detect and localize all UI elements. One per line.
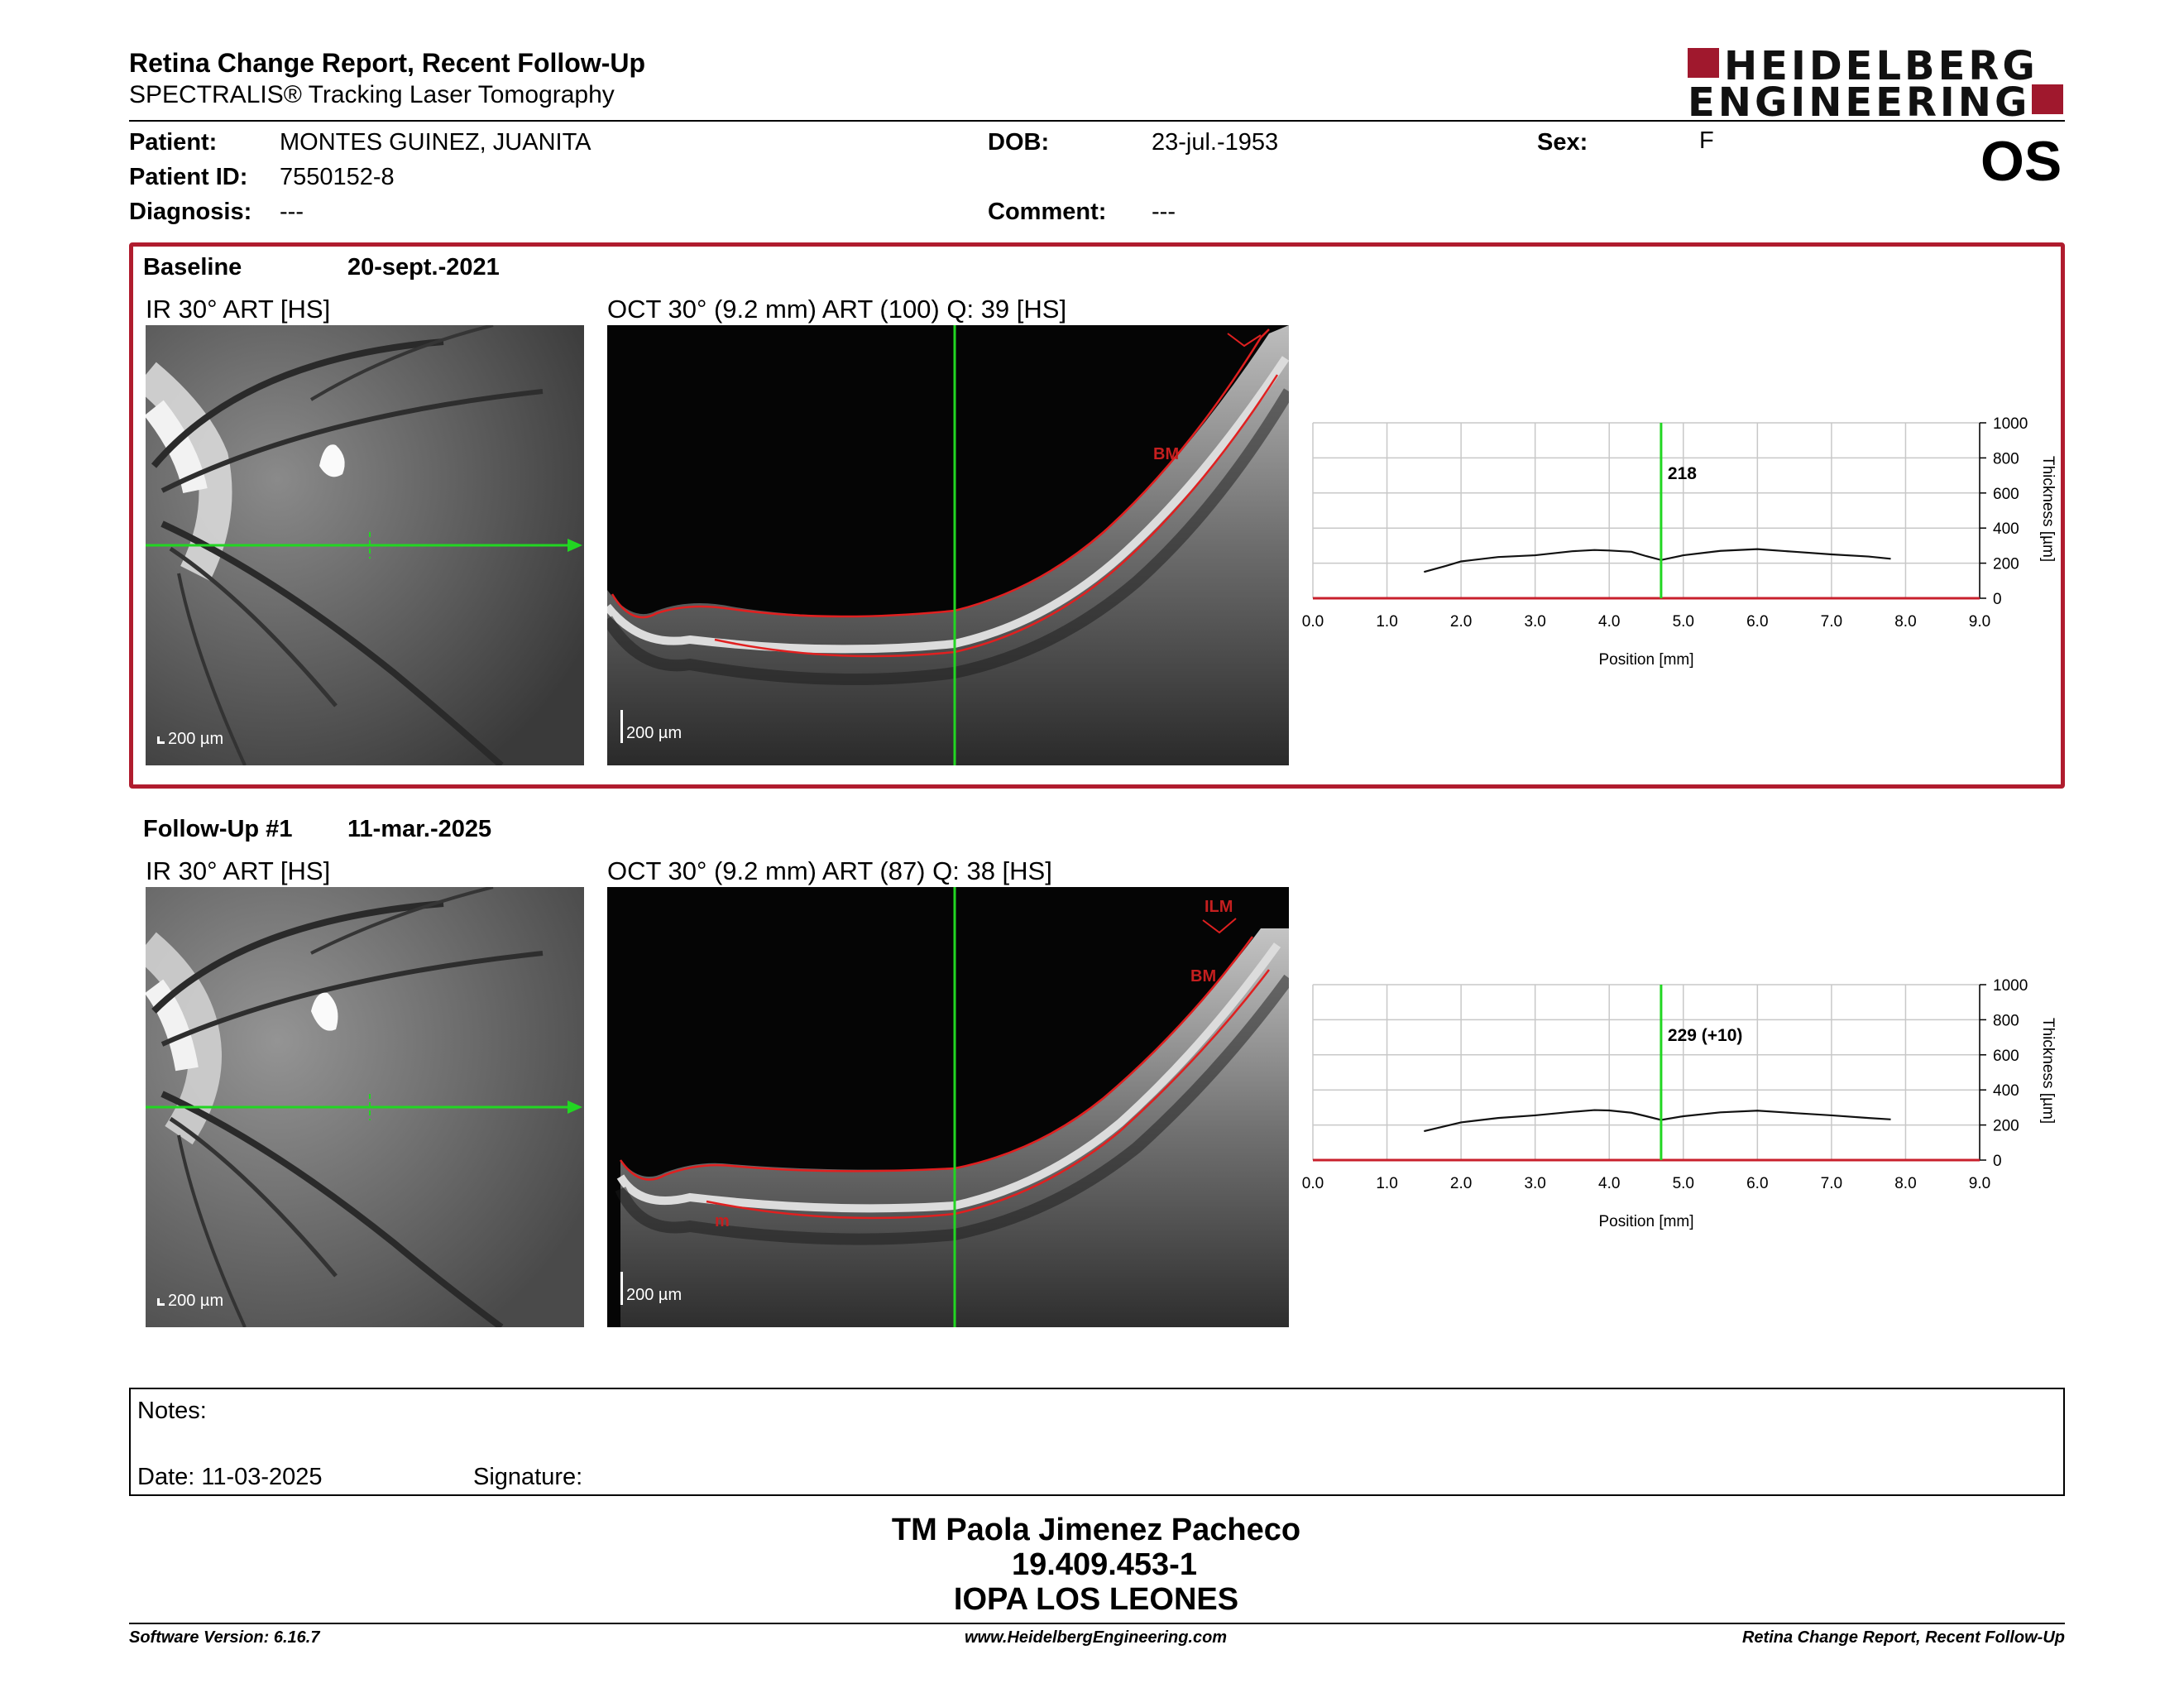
x-tick-label: 3.0 (1524, 613, 1545, 631)
logo-square-top (1688, 48, 1719, 78)
x-tick-label: 2.0 (1450, 613, 1472, 631)
x-tick-label: 7.0 (1821, 1175, 1842, 1192)
cursor-value-label: 229 (+10) (1668, 1026, 1742, 1045)
x-tick-label: 8.0 (1894, 1175, 1916, 1192)
thickness-line (1424, 548, 1891, 573)
followup-oct-scale: 200 µm (626, 1286, 682, 1304)
y-axis-label: Thickness [µm] (2039, 456, 2057, 562)
baseline-oct-scalebar: 200 µm (620, 710, 682, 743)
website-link[interactable]: www.HeidelbergEngineering.com (965, 1628, 1228, 1647)
comment-value: --- (1152, 199, 1176, 225)
baseline-bm-label: BM (1153, 445, 1179, 463)
x-tick-label: 9.0 (1969, 1175, 1990, 1192)
followup-oct-image[interactable]: ILM BM m (607, 887, 1289, 1327)
baseline-ir-scan-line (146, 532, 582, 559)
footer-rule (129, 1623, 2065, 1624)
software-version: Software Version: 6.16.7 (129, 1628, 320, 1647)
baseline-ir-scalebar: 200 µm (157, 730, 223, 749)
x-tick-label: 5.0 (1673, 613, 1694, 631)
x-tick-label: 2.0 (1450, 1175, 1472, 1192)
report-title: Retina Change Report, Recent Follow-Up (129, 48, 646, 78)
dob-value: 23-jul.-1953 (1152, 129, 1279, 156)
x-tick-label: 0.0 (1302, 613, 1324, 631)
x-tick-label: 8.0 (1894, 613, 1916, 631)
followup-ir-scale: 200 µm (168, 1292, 224, 1310)
y-tick-label: 400 (1993, 520, 2019, 538)
y-tick-label: 1000 (1993, 977, 2028, 995)
patient-id: 7550152-8 (280, 164, 395, 190)
baseline-oct-scale: 200 µm (626, 724, 682, 742)
signer-org: IOPA LOS LEONES (953, 1582, 1239, 1617)
patient-name: MONTES GUINEZ, JUANITA (280, 129, 592, 156)
followup-label: Follow-Up #1 (143, 816, 293, 842)
signer-rut: 19.409.453-1 (1012, 1547, 1197, 1582)
x-tick-label: 6.0 (1746, 613, 1768, 631)
diagnosis-label: Diagnosis: (129, 199, 252, 225)
x-tick-label: 3.0 (1524, 1175, 1545, 1192)
followup-thickness-chart: 0.0 1.0 2.0 3.0 4.0 5.0 6.0 7.0 8.0 9.00 200 400 600… (1302, 977, 2057, 1230)
y-tick-label: 800 (1993, 450, 2019, 468)
x-axis-label: Position [mm] (1598, 1213, 1693, 1230)
heidelberg-logo: HEIDELBERG ENGINEERING (1688, 43, 2068, 122)
baseline-frame (129, 242, 2065, 789)
footer-report-name: Retina Change Report, Recent Follow-Up (1741, 1628, 2065, 1647)
logo-line-2: ENGINEERING (1688, 79, 2031, 126)
baseline-thickness-chart: 0.0 1.0 2.0 3.0 4.0 5.0 6.0 7.0 8.0 9.00 200 400 600… (1302, 415, 2057, 669)
logo-line-1: HEIDELBERG (1724, 43, 2038, 89)
y-tick-label: 0 (1993, 591, 2002, 608)
baseline-oct-label: OCT 30° (9.2 mm) ART (100) Q: 39 [HS] (607, 295, 1067, 324)
y-tick-label: 200 (1993, 1118, 2019, 1135)
baseline-ir-label: IR 30° ART [HS] (146, 295, 331, 324)
notes-box[interactable]: Notes: Date: 11-03-2025 Signature: (129, 1388, 2065, 1496)
x-tick-label: 5.0 (1673, 1175, 1694, 1192)
x-tick-label: 1.0 (1376, 1175, 1397, 1192)
dob-label: DOB: (988, 129, 1050, 156)
sex-value: F (1699, 127, 1714, 154)
notes-label: Notes: (137, 1398, 207, 1424)
followup-ir-scan-line (146, 1094, 582, 1120)
followup-ir-label: IR 30° ART [HS] (146, 856, 331, 885)
eye-indicator: OS (1980, 130, 2062, 193)
followup-ilm-label: ILM (1205, 898, 1233, 916)
sex-label: Sex: (1537, 129, 1588, 156)
followup-oct-scalebar: 200 µm (620, 1272, 682, 1305)
thickness-line (1424, 1109, 1891, 1133)
baseline-ir-scale: 200 µm (168, 730, 224, 748)
y-tick-label: 400 (1993, 1082, 2019, 1100)
baseline-label: Baseline (143, 254, 242, 281)
patient-id-label: Patient ID: (129, 164, 248, 190)
y-tick-label: 200 (1993, 556, 2019, 573)
y-tick-label: 800 (1993, 1012, 2019, 1029)
y-axis-label: Thickness [µm] (2039, 1018, 2057, 1124)
notes-date: Date: 11-03-2025 (137, 1464, 323, 1490)
x-tick-label: 1.0 (1376, 613, 1397, 631)
y-tick-label: 600 (1993, 486, 2019, 503)
header-rule (129, 120, 2065, 122)
followup-m-label: m (715, 1212, 730, 1230)
x-axis-label: Position [mm] (1598, 651, 1693, 669)
baseline-oct-image[interactable]: BM (607, 325, 1289, 765)
report-subtitle: SPECTRALIS® Tracking Laser Tomography (129, 81, 615, 108)
diagnosis-value: --- (280, 199, 304, 225)
patient-name-label: Patient: (129, 129, 218, 156)
y-tick-label: 0 (1993, 1153, 2002, 1170)
followup-bm-label: BM (1190, 967, 1216, 985)
x-tick-label: 6.0 (1746, 1175, 1768, 1192)
logo-square-bottom (2032, 84, 2063, 114)
followup-ir-scalebar: 200 µm (157, 1292, 223, 1311)
x-tick-label: 7.0 (1821, 613, 1842, 631)
y-tick-label: 600 (1993, 1048, 2019, 1065)
y-tick-label: 1000 (1993, 415, 2028, 433)
x-tick-label: 4.0 (1598, 1175, 1620, 1192)
baseline-date: 20-sept.-2021 (347, 254, 500, 281)
cursor-value-label: 218 (1668, 464, 1697, 483)
x-tick-label: 4.0 (1598, 613, 1620, 631)
signature-label: Signature: (473, 1464, 583, 1490)
x-tick-label: 9.0 (1969, 613, 1990, 631)
comment-label: Comment: (988, 199, 1107, 225)
x-tick-label: 0.0 (1302, 1175, 1324, 1192)
followup-date: 11-mar.-2025 (347, 816, 492, 842)
followup-oct-label: OCT 30° (9.2 mm) ART (87) Q: 38 [HS] (607, 856, 1052, 885)
signer-name: TM Paola Jimenez Pacheco (891, 1513, 1301, 1547)
